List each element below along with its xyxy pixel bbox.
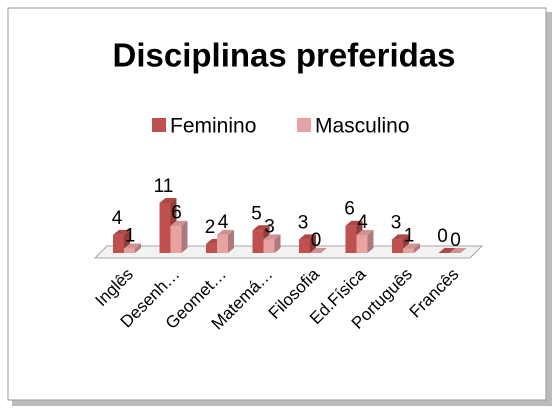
bar-top — [263, 234, 281, 240]
bar-top — [356, 229, 374, 235]
data-label: 4 — [357, 212, 368, 233]
legend-label: Feminino — [170, 115, 256, 138]
data-label: 6 — [171, 203, 182, 224]
bar-side — [367, 229, 374, 253]
bar-top — [438, 248, 456, 253]
bar-top — [310, 248, 327, 253]
data-label: 4 — [112, 208, 123, 229]
legend-swatch — [152, 118, 166, 132]
data-label: 11 — [154, 176, 174, 197]
bar-front — [113, 234, 124, 253]
bar-front — [392, 239, 403, 253]
data-label: 4 — [218, 212, 229, 233]
bar-side — [181, 220, 188, 253]
bar-front — [299, 239, 310, 253]
data-label: 1 — [125, 225, 136, 246]
bar-top — [124, 243, 141, 249]
legend-swatch — [297, 118, 311, 132]
bar-front — [345, 225, 357, 253]
bar-top — [113, 229, 130, 235]
bar-top — [159, 198, 177, 203]
chart-title: Disciplinas preferidas — [113, 37, 456, 74]
data-label: 0 — [437, 226, 448, 247]
bar-front — [263, 239, 275, 253]
bar-front — [170, 225, 182, 253]
data-label: 2 — [205, 217, 216, 238]
legend-label: Masculino — [315, 115, 410, 138]
data-label: 3 — [264, 216, 275, 237]
data-label: 0 — [311, 230, 322, 251]
bar-top — [345, 220, 363, 226]
data-label: 1 — [404, 225, 415, 246]
bar-front — [206, 243, 217, 253]
bar-side — [135, 243, 141, 253]
floor — [93, 245, 484, 259]
bar-top — [403, 243, 420, 249]
bar-side — [274, 234, 281, 253]
frame — [7, 7, 547, 401]
data-label: 3 — [391, 212, 402, 233]
data-label: 0 — [450, 230, 461, 251]
bar-front — [356, 234, 368, 253]
bar-top — [252, 225, 270, 231]
bar-front — [217, 234, 228, 253]
bar-front — [252, 230, 264, 253]
bar-top — [170, 220, 188, 226]
bar-front — [403, 248, 414, 253]
bar-side — [310, 234, 316, 253]
bar-top — [449, 248, 467, 253]
data-label: 6 — [344, 199, 355, 220]
bar-top — [392, 234, 409, 240]
bar-front — [124, 248, 135, 253]
bar-top — [217, 229, 234, 235]
bar-top — [299, 234, 316, 240]
bar-side — [228, 229, 234, 253]
data-label: 3 — [298, 212, 309, 233]
bar-side — [414, 243, 420, 253]
data-label: 5 — [251, 203, 262, 224]
bar-front — [159, 203, 171, 253]
